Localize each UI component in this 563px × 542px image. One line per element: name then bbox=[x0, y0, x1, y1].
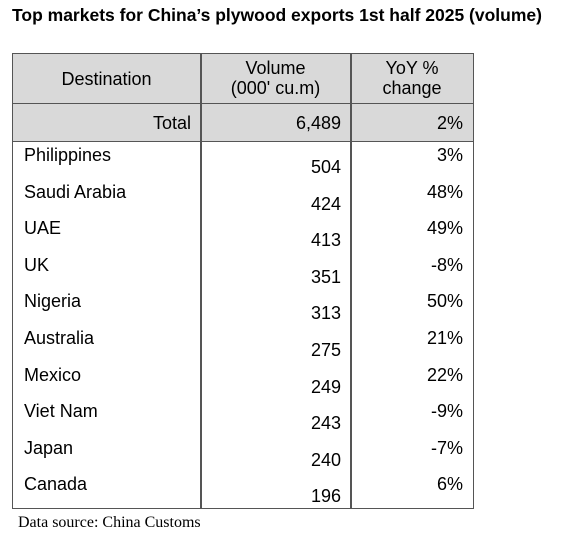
row-destination: UK bbox=[24, 254, 50, 275]
total-volume: 6,489 bbox=[295, 113, 341, 133]
data-source-note: Data source: China Customs bbox=[18, 514, 201, 531]
row-yoy: 21% bbox=[426, 328, 463, 348]
row-yoy: -9% bbox=[430, 401, 463, 422]
row-volume: 249 bbox=[310, 376, 341, 397]
row-volume: 275 bbox=[310, 340, 341, 360]
row-yoy: -8% bbox=[430, 254, 463, 275]
column-divider bbox=[350, 54, 352, 508]
row-destination: Australia bbox=[24, 328, 95, 348]
row-yoy: -7% bbox=[430, 437, 463, 458]
row-destination: Saudi Arabia bbox=[24, 181, 127, 202]
table-header: Destination Volume (000' cu.m) YoY % cha… bbox=[13, 54, 473, 104]
row-destination: Japan bbox=[24, 437, 74, 458]
table-row: UAE 413 49% bbox=[13, 218, 473, 255]
row-volume: 196 bbox=[310, 486, 341, 507]
table-row: Canada 196 6% bbox=[13, 474, 473, 511]
row-yoy: 49% bbox=[426, 218, 463, 239]
row-volume: 313 bbox=[310, 303, 341, 324]
row-destination: Canada bbox=[24, 474, 88, 495]
header-volume-line2: (000' cu.m) bbox=[230, 78, 321, 98]
row-yoy: 6% bbox=[436, 474, 463, 495]
table-row: Australia 275 21% bbox=[13, 328, 473, 365]
total-label: Total bbox=[152, 113, 191, 133]
row-destination: UAE bbox=[24, 218, 62, 239]
row-volume: 240 bbox=[310, 449, 341, 470]
header-destination: Destination bbox=[61, 69, 152, 89]
row-yoy: 48% bbox=[426, 181, 463, 202]
table-row: Saudi Arabia 424 48% bbox=[13, 182, 473, 219]
header-volume-line1: Volume bbox=[245, 58, 306, 78]
table-row: Nigeria 313 50% bbox=[13, 291, 473, 328]
header-yoy-line1: YoY % bbox=[385, 58, 439, 78]
row-destination: Mexico bbox=[24, 364, 82, 385]
row-destination: Nigeria bbox=[24, 291, 82, 312]
row-destination: Philippines bbox=[24, 145, 112, 165]
total-row: Total 6,489 2% bbox=[13, 104, 473, 142]
table-row: Mexico 249 22% bbox=[13, 365, 473, 402]
table-title: Top markets for China’s plywood exports … bbox=[12, 5, 542, 25]
header-volume: Volume (000' cu.m) bbox=[201, 58, 350, 98]
table-row: UK 351 -8% bbox=[13, 255, 473, 292]
table-row: Philippines 504 3% bbox=[13, 145, 473, 182]
row-volume: 424 bbox=[310, 193, 341, 214]
exports-table: Destination Volume (000' cu.m) YoY % cha… bbox=[12, 53, 474, 509]
row-volume: 504 bbox=[310, 157, 341, 177]
row-destination: Viet Nam bbox=[24, 401, 98, 422]
row-yoy: 22% bbox=[426, 364, 463, 385]
total-yoy: 2% bbox=[436, 113, 463, 133]
table-row: Japan 240 -7% bbox=[13, 438, 473, 475]
header-yoy-line2: change bbox=[382, 78, 442, 98]
row-yoy: 3% bbox=[436, 145, 463, 165]
row-yoy: 50% bbox=[426, 291, 463, 312]
row-volume: 413 bbox=[310, 230, 341, 251]
column-divider bbox=[200, 54, 202, 508]
header-yoy: YoY % change bbox=[351, 58, 473, 98]
row-volume: 243 bbox=[310, 413, 341, 434]
table-row: Viet Nam 243 -9% bbox=[13, 401, 473, 438]
row-volume: 351 bbox=[310, 266, 341, 287]
